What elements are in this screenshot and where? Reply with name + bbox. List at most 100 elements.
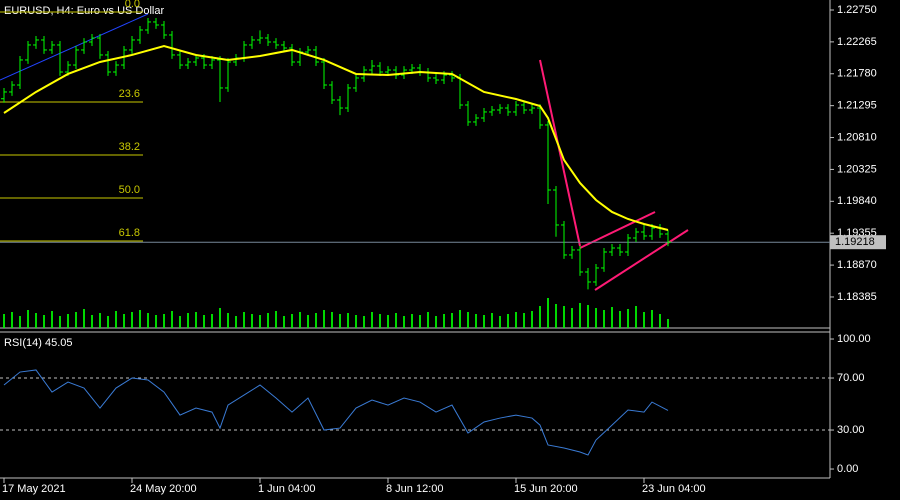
y-tick-label: 1.22265 <box>837 36 877 48</box>
volume-bar <box>499 316 501 328</box>
volume-bar <box>347 313 349 328</box>
volume-bar <box>571 308 573 328</box>
volume-bar <box>467 312 469 328</box>
volume-bar <box>107 316 109 328</box>
volume-bar <box>27 310 29 328</box>
volume-bar <box>355 315 357 328</box>
volume-bar <box>35 313 37 328</box>
volume-bar <box>67 314 69 328</box>
volume-bar <box>19 316 21 328</box>
fib-label: 50.0 <box>119 184 140 196</box>
x-tick-label: 1 Jun 04:00 <box>258 483 316 495</box>
volume-bar <box>595 308 597 328</box>
volume-bar <box>203 315 205 328</box>
moving-average <box>3 44 669 231</box>
volume-bar <box>627 309 629 328</box>
y-tick-label: 1.20325 <box>837 163 877 175</box>
volume-bar <box>667 319 669 328</box>
volume-bar <box>323 310 325 328</box>
volume-bar <box>579 303 581 328</box>
volume-bar <box>547 298 549 328</box>
volume-bar <box>643 312 645 328</box>
current-price-box <box>830 235 886 250</box>
volume-bar <box>419 315 421 328</box>
volume-bar <box>51 311 53 328</box>
volume-bar <box>315 313 317 328</box>
volume-bar <box>163 314 165 328</box>
fib-label: 23.6 <box>119 88 140 100</box>
fib-label: 0.0 <box>125 0 140 10</box>
volume-bar <box>219 308 221 328</box>
y-tick-label: 1.20810 <box>837 131 877 143</box>
volume-bar <box>611 307 613 328</box>
volume-bar <box>235 316 237 328</box>
volume-bar <box>435 316 437 328</box>
fib-label: 38.2 <box>119 141 140 153</box>
volume-bar <box>483 315 485 328</box>
volume-bar <box>75 312 77 328</box>
volume-bar <box>531 311 533 328</box>
fib-label: 61.8 <box>119 227 140 239</box>
y-tick-label: 1.21780 <box>837 68 877 80</box>
volume-bar <box>187 313 189 328</box>
x-tick-label: 15 Jun 20:00 <box>514 483 578 495</box>
volume-bar <box>475 314 477 328</box>
volume-bar <box>195 312 197 328</box>
volume-bar <box>155 315 157 328</box>
volume-bar <box>563 306 565 328</box>
trend-line <box>539 59 581 247</box>
y-tick-label: 0.00 <box>837 463 858 475</box>
volume-bar <box>635 306 637 328</box>
rsi-label: RSI(14) 45.05 <box>4 337 72 349</box>
volume-bar <box>131 312 133 328</box>
volume-bar <box>363 316 365 328</box>
y-tick-label: 1.21295 <box>837 100 877 112</box>
y-tick-label: 1.18870 <box>837 259 877 271</box>
volume-bar <box>259 315 261 328</box>
volume-bar <box>227 313 229 328</box>
x-tick-label: 24 May 20:00 <box>130 483 197 495</box>
volume-bar <box>11 312 13 328</box>
volume-bar <box>491 313 493 328</box>
volume-bar <box>243 312 245 328</box>
y-tick-label: 100.00 <box>837 333 871 345</box>
volume-bar <box>411 314 413 328</box>
y-tick-label: 1.18385 <box>837 291 877 303</box>
chart-title: EURUSD, H4: Euro vs US Dollar <box>4 5 164 17</box>
volume-bar <box>83 309 85 328</box>
volume-bar <box>283 316 285 328</box>
volume-bar <box>427 312 429 328</box>
volume-bar <box>587 305 589 328</box>
volume-bar <box>307 315 309 328</box>
y-tick-label: 70.00 <box>837 372 865 384</box>
volume-bar <box>459 310 461 328</box>
volume-bar <box>59 316 61 328</box>
volume-bar <box>603 310 605 328</box>
volume-bar <box>43 315 45 328</box>
volume-bar <box>443 314 445 328</box>
volume-bar <box>123 314 125 328</box>
volume-bar <box>291 314 293 328</box>
rsi-line <box>3 369 669 456</box>
volume-bar <box>651 310 653 328</box>
volume-bar <box>379 314 381 328</box>
trend-line <box>594 229 689 291</box>
y-tick-label: 1.22750 <box>837 4 877 16</box>
volume-bar <box>171 311 173 328</box>
volume-bar <box>147 313 149 328</box>
current-price-label: 1.19218 <box>835 236 875 248</box>
volume-bar <box>387 315 389 328</box>
x-tick-label: 8 Jun 12:00 <box>386 483 444 495</box>
fib-trend-line <box>0 13 149 81</box>
volume-bar <box>523 313 525 328</box>
volume-bar <box>619 311 621 328</box>
volume-bar <box>539 306 541 328</box>
volume-bar <box>451 313 453 328</box>
x-tick-label: 17 May 2021 <box>2 483 66 495</box>
volume-bar <box>139 310 141 328</box>
volume-bar <box>3 314 5 328</box>
volume-bar <box>331 312 333 328</box>
volume-bar <box>371 312 373 328</box>
